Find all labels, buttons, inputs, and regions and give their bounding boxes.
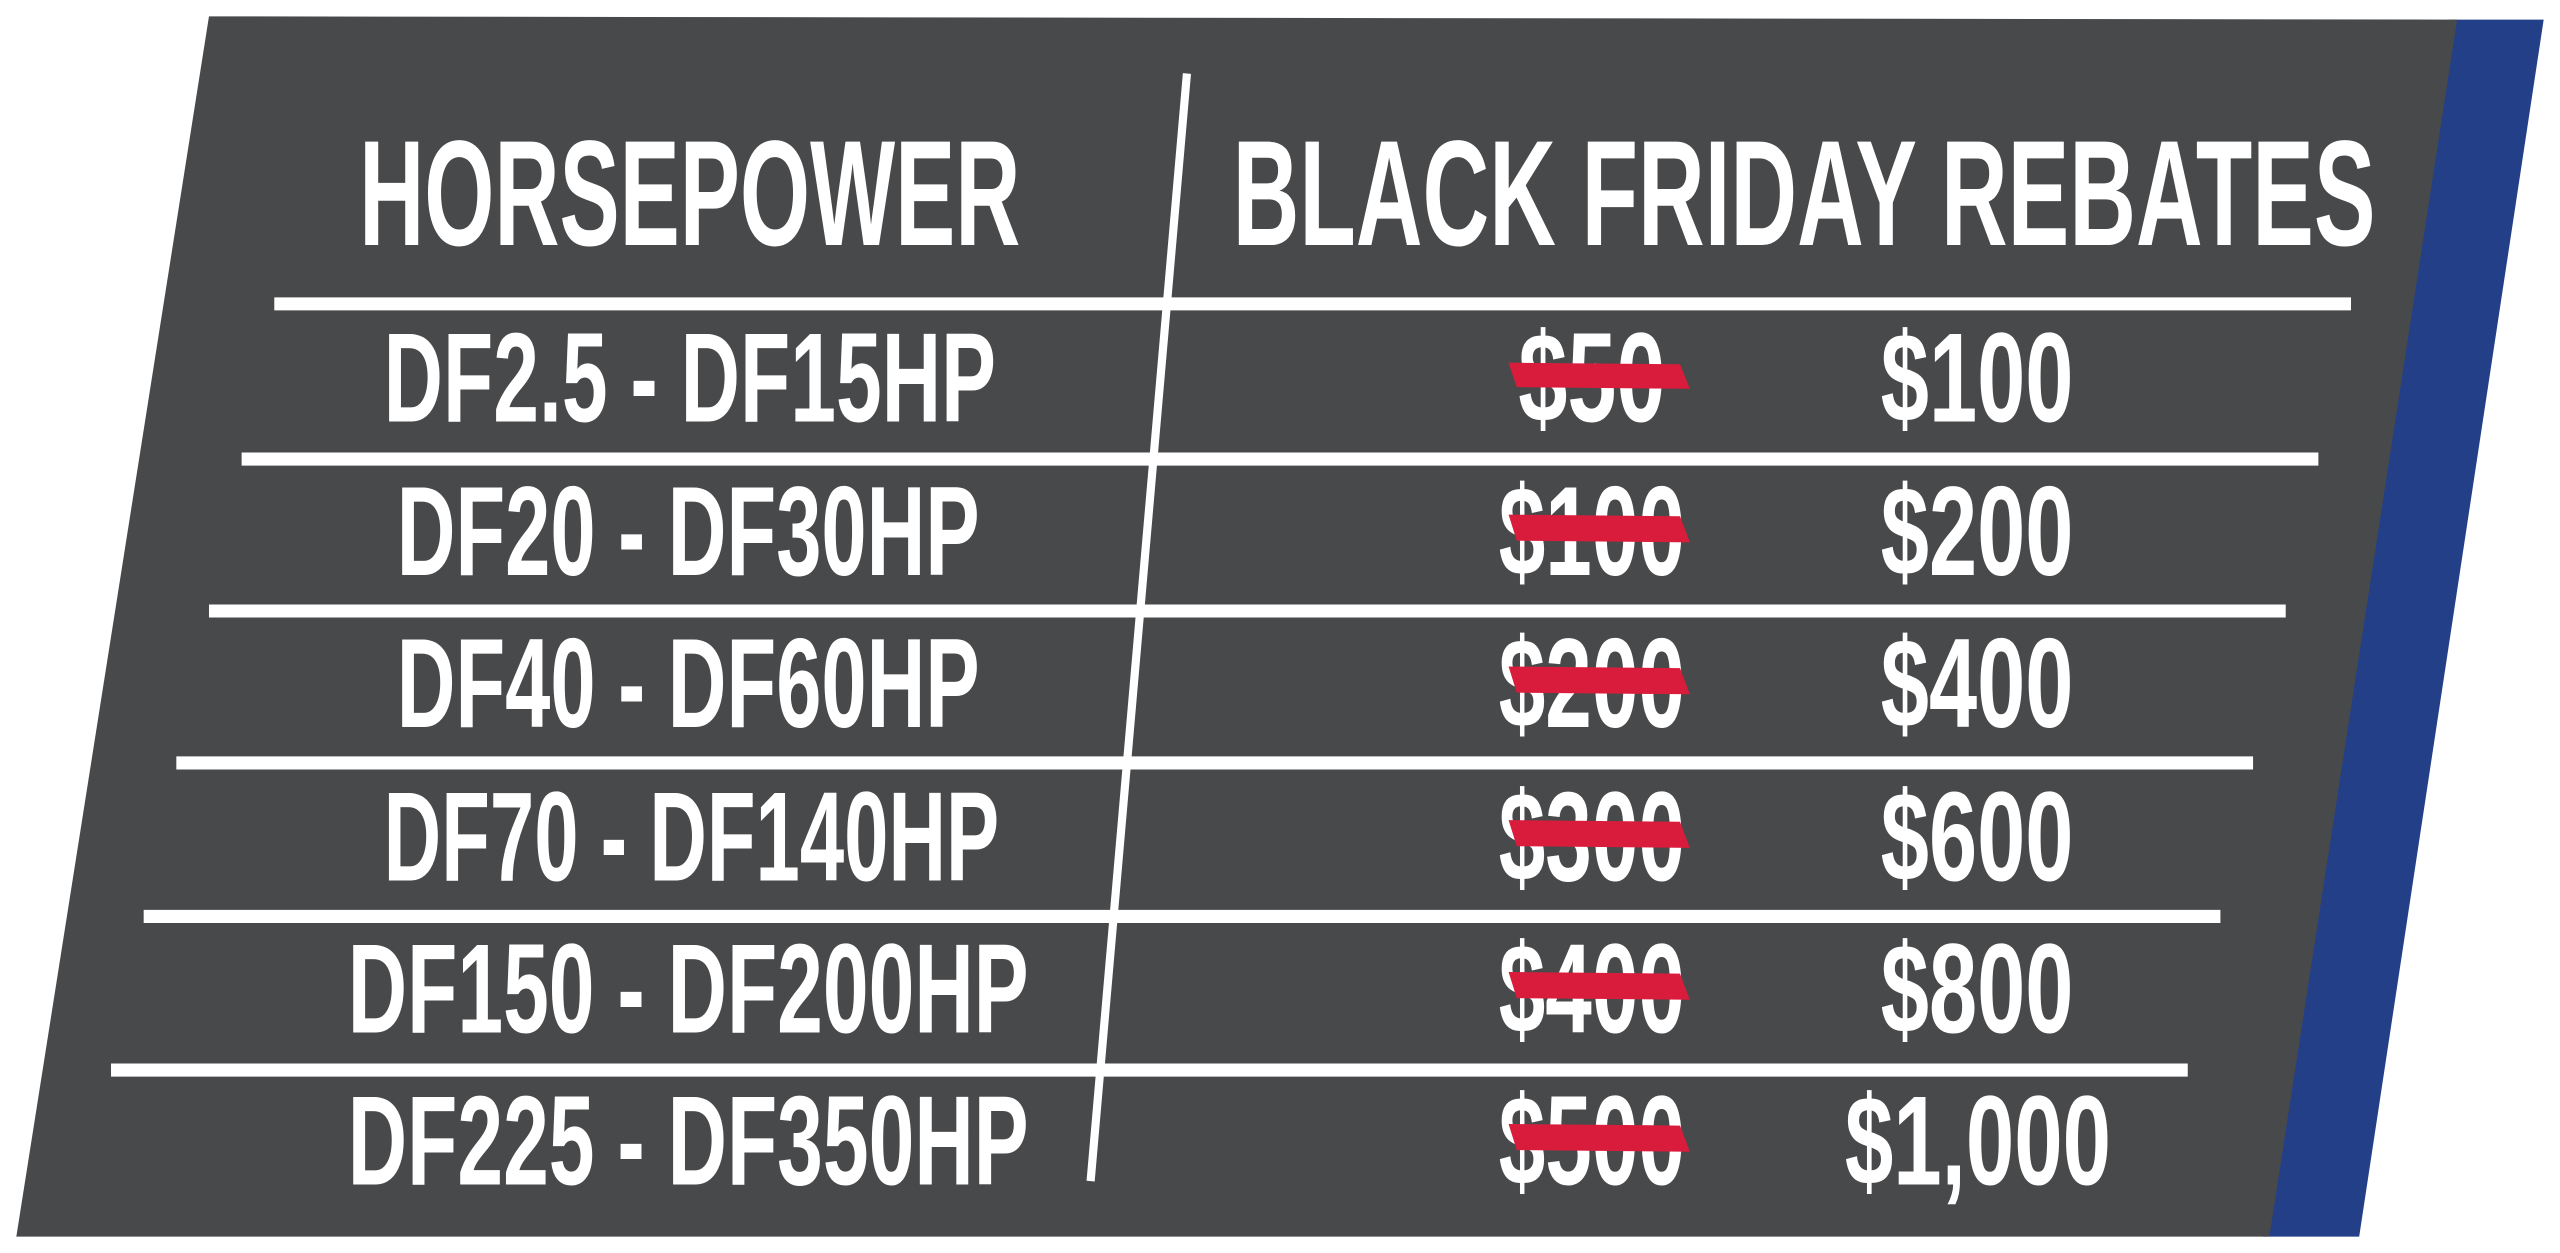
hp-range: DF225 - DF350HP — [348, 1069, 1029, 1211]
strikethrough-mark — [1508, 820, 1690, 848]
table-row: DF70 - DF140HP $300 $600 — [384, 765, 2074, 907]
new-rebate: $600 — [1881, 765, 2074, 907]
new-rebate: $200 — [1881, 460, 2074, 602]
accent-strip — [2262, 19, 2544, 1237]
table-row: DF150 - DF200HP $400 $800 — [348, 917, 2074, 1059]
table-row: DF225 - DF350HP $500 $1,000 — [348, 1069, 2111, 1211]
table-row: DF20 - DF30HP $100 $200 — [397, 460, 2074, 602]
new-rebate: $800 — [1881, 917, 2074, 1059]
table-row: DF2.5 - DF15HP $50 $100 — [384, 306, 2074, 448]
column-divider — [1086, 73, 1192, 1182]
strikethrough-mark — [1508, 666, 1690, 695]
hp-range: DF70 - DF140HP — [384, 765, 1000, 907]
strikethrough-mark — [1508, 972, 1690, 1000]
table-panel — [16, 16, 2458, 1237]
strikethrough-mark — [1508, 362, 1690, 389]
new-rebate: $400 — [1881, 612, 2074, 754]
hp-range: DF40 - DF60HP — [397, 612, 980, 754]
header-horsepower: HORSEPOWER — [359, 109, 1020, 277]
table-row: DF40 - DF60HP $200 $400 — [397, 612, 2074, 754]
header-rebates: BLACK FRIDAY REBATES — [1233, 109, 2376, 277]
new-rebate: $1,000 — [1845, 1069, 2111, 1211]
hp-range: DF2.5 - DF15HP — [384, 306, 996, 448]
row-dividers — [111, 297, 2352, 1077]
new-rebate: $100 — [1881, 306, 2074, 448]
strikethrough-mark — [1508, 1123, 1690, 1152]
hp-range: DF20 - DF30HP — [397, 460, 980, 602]
hp-range: DF150 - DF200HP — [348, 917, 1029, 1059]
strikethrough-mark — [1508, 514, 1690, 543]
